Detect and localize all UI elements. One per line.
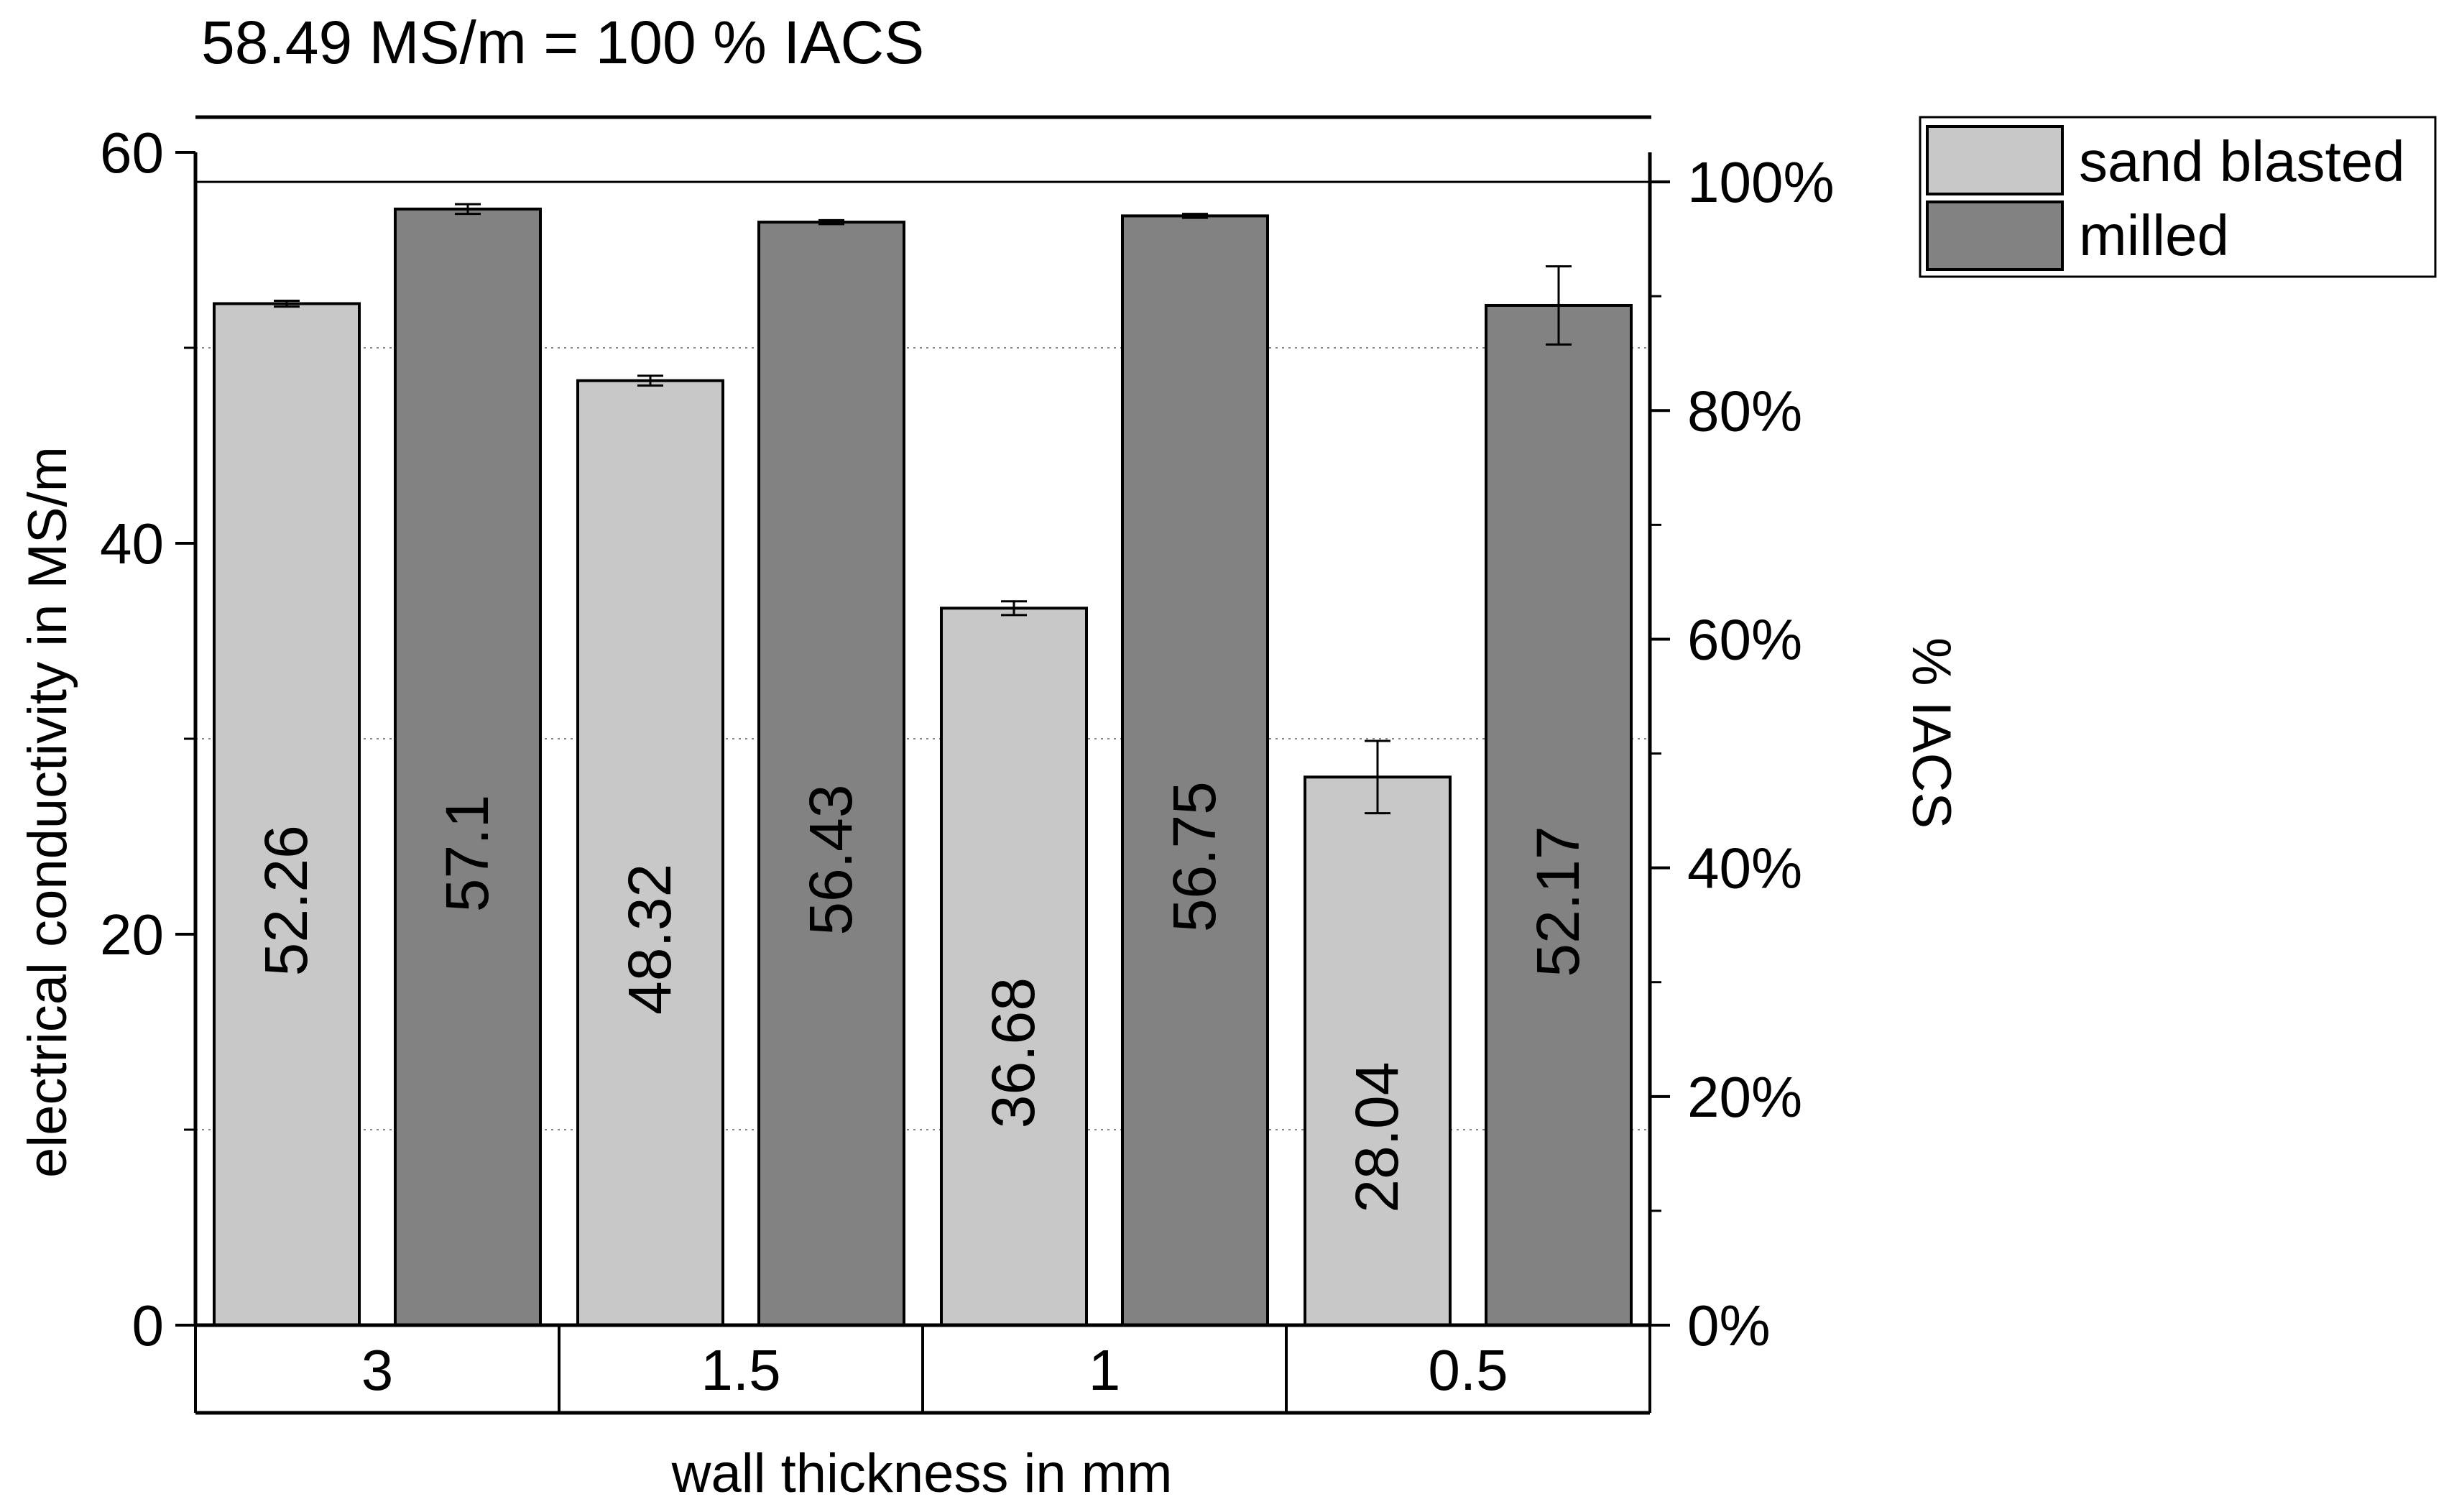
y2-tick-label: 80% [1687, 379, 1802, 443]
y-tick-label: 20 [100, 903, 164, 967]
y-tick-label: 0 [132, 1294, 165, 1357]
data-label: 57.1 [433, 795, 501, 913]
bars [213, 203, 1633, 1327]
iacs-note: 58.49 MS/m = 100 % IACS [201, 9, 924, 76]
value-labels: 52.26 57.1 48.32 56.43 36.68 56.75 28.04 52.17 [252, 781, 1592, 1213]
bar [576, 379, 724, 1327]
data-label: 56.75 [1161, 781, 1228, 932]
bar [757, 221, 905, 1327]
bar [1121, 214, 1269, 1327]
bar [1485, 303, 1633, 1327]
category-label: 1.5 [701, 1338, 780, 1402]
data-label: 28.04 [1343, 1062, 1411, 1213]
legend: sand blasted milled [1919, 116, 2437, 278]
x-axis-title: wall thickness in mm [671, 1443, 1173, 1504]
category-label: 3 [361, 1338, 394, 1402]
legend-swatch-milled [1926, 200, 2064, 271]
y2-tick-label: 100% [1687, 150, 1835, 214]
data-label: 52.26 [252, 825, 320, 976]
category-label: 0.5 [1428, 1338, 1508, 1402]
data-label: 48.32 [616, 864, 683, 1015]
y-tick-label: 60 [100, 121, 164, 185]
bar [1304, 775, 1452, 1327]
y-axis-title: electrical conductivity in MS/m [17, 446, 78, 1178]
data-label: 56.43 [797, 784, 864, 935]
y2-tick-label: 40% [1687, 836, 1802, 900]
grid-lines [195, 180, 1650, 1130]
data-label: 36.68 [979, 977, 1047, 1128]
legend-swatch-sand-blasted [1926, 125, 2064, 195]
category-label: 1 [1089, 1338, 1121, 1402]
y2-tick-label: 0% [1687, 1294, 1771, 1357]
bar [940, 607, 1088, 1327]
bar [394, 207, 542, 1327]
bar [213, 302, 361, 1327]
y2-tick-label: 20% [1687, 1065, 1802, 1129]
data-label: 52.17 [1524, 826, 1592, 977]
axes: 0 20 40 60 0% 20% 40% 60% 80% 100% 3 1.5 1 0.5 [100, 121, 1835, 1415]
y2-tick-label: 60% [1687, 607, 1802, 671]
y-tick-label: 40 [100, 512, 164, 576]
y2-axis-title: % IACS [1901, 637, 1962, 829]
legend-label-milled: milled [2079, 203, 2229, 267]
legend-label-sand-blasted: sand blasted [2079, 129, 2405, 193]
